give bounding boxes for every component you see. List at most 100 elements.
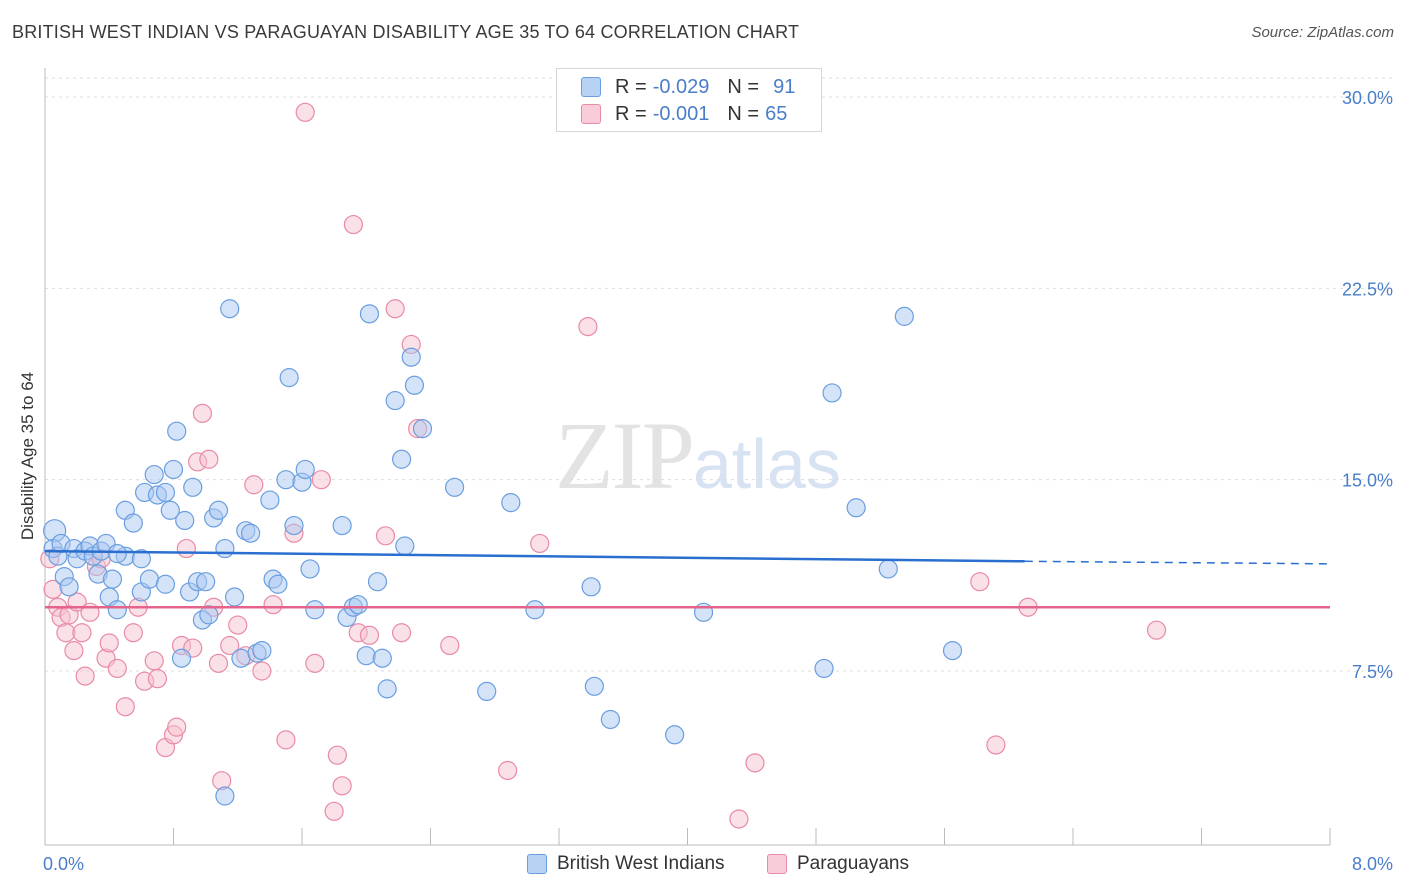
blue-trend-extension [1024,560,1331,565]
blue-point [167,421,187,441]
blue-swatch [581,77,601,97]
pink-point [332,776,352,796]
blue-point [395,536,415,556]
blue-point [477,681,497,702]
pink-point [375,526,396,546]
blue-point [175,510,195,531]
blue-point [385,390,405,411]
legend-row-british-west-indians: R = -0.029 N = 91 [581,75,795,99]
blue-point [822,383,842,403]
blue-point [501,493,521,513]
blue-point [220,299,240,319]
blue-point [894,306,914,326]
blue-point [284,515,304,536]
pink-point [72,623,92,643]
blue-point [401,347,421,367]
pink-point [311,470,331,490]
blue-swatch [527,854,547,874]
pink-point [305,653,325,673]
gridlines [45,77,1395,672]
pink-point [144,651,164,671]
blue-point [305,600,325,620]
trend-lines [44,549,1331,609]
blue-point [131,549,151,569]
blue-point [215,538,235,559]
blue-point [356,646,376,666]
blue-trend-line [44,549,1025,563]
pink-point [199,449,219,469]
blue-point [123,513,143,533]
pink-swatch [581,104,601,124]
bottom-legend-british-west-indians: British West Indians [527,851,725,877]
blue-point [878,559,898,579]
pink-point [123,623,143,643]
pink-point [167,717,187,737]
legend-r-label: R = [615,75,647,98]
blue-point [359,304,380,324]
watermark-zip: ZIP [555,402,695,509]
pink-point [147,669,168,689]
pink-point [440,635,460,656]
legend-n-label: N = [727,75,760,98]
pink-point [530,533,550,554]
pink-point [578,317,598,337]
y-tick-label: 22.5% [1342,279,1393,299]
pink-point [107,658,127,679]
pink-swatch [767,854,787,874]
axes [44,68,1331,846]
blue-point [295,459,315,480]
pink-point [986,735,1006,755]
blue-point [367,572,388,592]
blue-point [107,544,127,564]
pink-point [56,623,76,643]
legend-r-label: R = [615,102,647,125]
y-tick-label: 7.5% [1352,662,1393,682]
blue-point [332,515,352,536]
pink-point [498,760,518,781]
blue-point [183,477,203,497]
blue-point [160,500,180,520]
zipatlas-watermark: ZIPatlas [555,400,841,511]
blue-point [155,574,176,594]
blue-point [268,574,288,594]
pink-point [192,403,213,423]
chart-title: BRITISH WEST INDIAN VS PARAGUAYAN DISABI… [12,22,800,42]
blue-point [404,375,425,395]
blue-point [199,605,219,625]
blue-point [377,679,397,699]
blue-point [231,648,251,668]
pink-point [176,538,196,559]
pink-point [343,214,363,235]
blue-point [163,459,184,480]
pink-point [115,697,135,717]
pink-point [276,730,296,750]
blue-point [59,577,79,597]
pink-point [359,625,380,645]
bottom-legend-paraguayans: Paraguayans [767,851,909,877]
y-axis-label: Disability Age 35 to 64 [18,371,37,541]
blue-point [215,786,235,806]
pink-point [385,299,405,319]
blue-point [372,648,392,668]
blue-point [665,725,685,745]
blue-point [846,498,866,518]
blue-point [102,569,123,589]
pink-point [228,615,248,635]
blue-point [260,490,280,510]
bottom-legend-label: Paraguayans [797,853,909,874]
pink-point [1146,620,1167,640]
blue-point [144,464,164,485]
blue-point [444,477,465,497]
legend-n-value: 65 [765,102,788,125]
y-tick-label: 15.0% [1342,471,1393,491]
blue-point [300,559,320,579]
pink-point [99,633,119,653]
pink-point [324,801,344,821]
blue-point [155,482,176,503]
legend-n-value: 91 [773,75,796,98]
blue-point [391,449,412,469]
pink-point [729,809,749,829]
blue-point [279,368,299,388]
blue-point [241,523,261,543]
